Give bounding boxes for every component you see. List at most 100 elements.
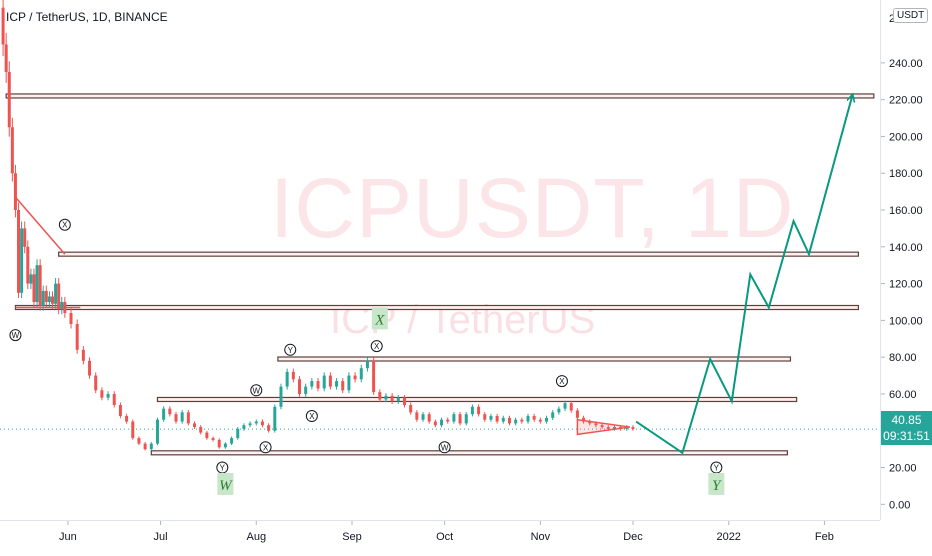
candle-body [32,274,36,302]
candle-body [23,228,27,247]
candle-body [137,438,141,444]
price-tick-label-1: 20.00 [889,463,917,475]
time-tick-label-5: Nov [531,531,551,543]
price-tick-label-10: 200.00 [889,131,923,143]
candle-body [236,428,240,439]
candle-body [446,419,450,422]
candle-body [199,427,203,433]
level-zone-5 [150,450,788,456]
candle-body [254,421,258,424]
candle-body [35,265,39,302]
candle-body [50,296,54,304]
wave-label-9: X [559,377,565,386]
candle-body [180,412,184,422]
price-tick-label-3: 60.00 [889,389,917,401]
wave-circle-6 [370,340,383,353]
candle-body [168,408,172,415]
candle-body [81,349,85,361]
candle-body [538,419,542,422]
time-tick-label-7: 2022 [716,531,740,543]
candle-body [29,274,33,284]
candle-body [223,443,227,448]
wave-label-7: X [263,443,269,452]
candle-body [322,375,326,389]
candle-body [452,414,456,422]
level-zone-2 [14,304,859,311]
candle-body [174,414,178,422]
last-price-badge: 40.85 09:31:51 [881,411,932,445]
candle-body [328,375,332,387]
candle-body [316,381,320,389]
projection-path [635,96,852,455]
time-tick-label-0: Jun [59,531,77,543]
candle-body [155,419,159,444]
candle-body [612,427,616,429]
candle-body [100,390,104,398]
candle-body [41,290,45,306]
candle-body [17,210,21,293]
candle-body [390,395,394,402]
candle-body [353,375,357,380]
candle-body [54,283,58,304]
candle-body [298,379,302,394]
candle-body [594,423,598,426]
candle-body [335,381,339,387]
candle-body [186,412,190,424]
candle-body [396,397,400,402]
candle-body [304,386,308,394]
wave-label-8: W [441,443,449,452]
wave-circle-7 [259,441,272,454]
price-tick-label-4: 80.00 [889,352,917,364]
wave-label-1: X [62,221,68,230]
level-zone-4 [156,396,798,403]
currency-button[interactable]: USDT [893,8,929,23]
candle-body [501,417,505,422]
candle-body [532,416,536,420]
wave-circle-3 [284,343,297,356]
candle-body [38,265,42,306]
candle-body [273,406,277,431]
candle-body [7,72,11,128]
wave-circle-0 [9,329,22,342]
candle-body [242,425,246,429]
triangle-pattern [576,418,630,436]
wave-label-0: W [12,331,20,340]
wave-big-bg-0 [217,472,234,495]
candle-body [60,301,64,310]
candle-body [310,381,314,387]
candle-body [149,443,153,450]
candle-body [464,414,468,424]
candle-body [575,410,579,418]
candle-body [57,283,61,310]
candle-body [631,427,635,429]
candle-body [47,296,51,302]
candle-body [112,393,116,405]
candle-body [600,425,604,428]
candle-body [470,406,474,415]
candle-body [162,408,166,420]
wave-label-10: Y [714,464,720,473]
candle-body [10,127,14,174]
last-price: 40.85 [891,413,922,427]
candle-body [285,371,289,387]
level-zone-3 [277,356,792,362]
wave-circle-8 [438,441,451,454]
candle-body [514,419,518,424]
wave-big-bg-2 [708,472,725,495]
candle-body [477,406,481,415]
candle-body [217,439,221,448]
candle-body [359,368,363,380]
wave-big-label-1: X [374,312,385,328]
wave-label-3: Y [288,346,294,355]
time-scale[interactable]: Jun Jul Aug Sep Oct Nov Dec 2022 Feb [0,520,880,551]
candle-body [248,423,252,426]
candle-body [4,44,8,73]
candle-body [372,360,376,393]
candle-body [483,414,487,420]
candle-body [606,427,610,429]
candle-body [440,419,444,426]
candle-body [588,421,592,424]
candle-body [193,423,197,428]
